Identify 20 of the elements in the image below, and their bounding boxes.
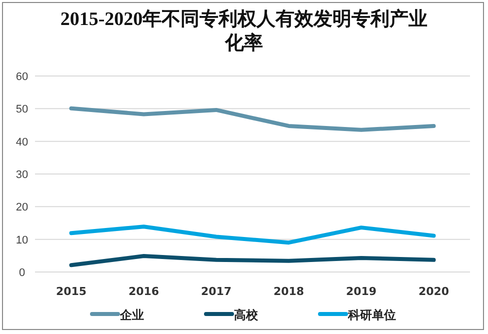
y-tick-label: 30 (16, 169, 28, 181)
x-tick-label: 2019 (346, 285, 377, 298)
y-tick-label: 20 (16, 202, 28, 214)
legend-label: 科研单位 (347, 308, 396, 322)
x-tick-label: 2018 (273, 285, 304, 298)
y-tick-label: 60 (16, 71, 28, 83)
line-series (69, 224, 436, 245)
legend-label: 高校 (234, 308, 259, 322)
y-tick-label: 50 (16, 104, 28, 116)
x-tick-label: 2015 (56, 285, 87, 298)
y-tick-label: 10 (16, 234, 28, 246)
y-tick-label: 40 (16, 136, 28, 148)
x-tick-label: 2020 (418, 285, 450, 298)
x-tick-label: 2017 (200, 285, 232, 298)
line-series (69, 106, 436, 132)
y-tick-label: 0 (18, 267, 26, 279)
chart-title: 2015-2020年不同专利权人有效发明专利产业化率 (60, 8, 428, 56)
line-series (69, 254, 436, 268)
x-tick-label: 2016 (128, 285, 160, 298)
legend-label: 企业 (119, 308, 144, 322)
